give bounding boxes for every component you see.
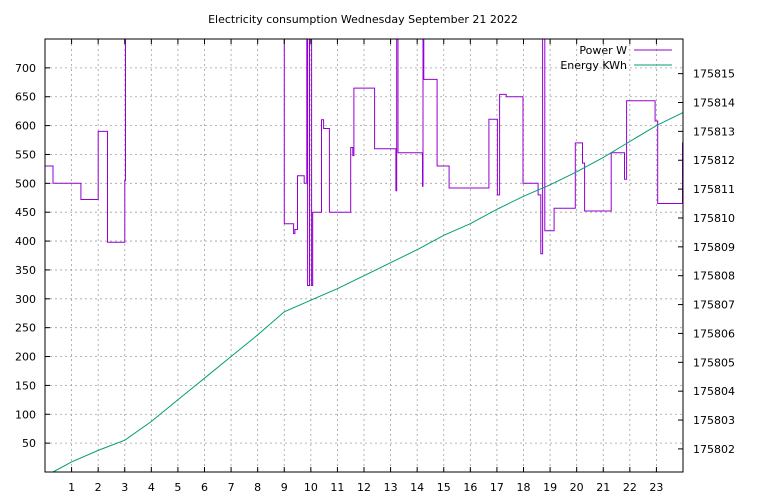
y-tick-label: 250 [15,322,36,335]
y2-tick-label: 175808 [693,270,735,283]
y2-tick-label: 175811 [693,183,735,196]
y2-tick-label: 175807 [693,299,735,312]
y-tick-label: 700 [15,62,36,75]
series-line-2 [52,112,683,472]
y2-tick-label: 175813 [693,125,735,138]
x-tick-label: 10 [304,481,318,494]
x-tick-label: 22 [623,481,637,494]
x-tick-label: 2 [95,481,102,494]
x-tick-label: 14 [410,481,424,494]
x-tick-label: 7 [228,481,235,494]
y2-tick-label: 175814 [693,97,735,110]
x-tick-label: 13 [384,481,398,494]
x-tick-label: 8 [254,481,261,494]
y-tick-label: 150 [15,379,36,392]
y-tick-label: 300 [15,293,36,306]
y-tick-label: 100 [15,408,36,421]
y-tick-label: 400 [15,235,36,248]
x-tick-label: 18 [517,481,531,494]
x-tick-label: 9 [281,481,288,494]
y2-tick-label: 175805 [693,356,735,369]
y2-tick-label: 175804 [693,385,735,398]
x-tick-label: 4 [148,481,155,494]
y-tick-label: 350 [15,264,36,277]
y2-tick-label: 175812 [693,154,735,167]
y2-tick-label: 175810 [693,212,735,225]
x-tick-label: 20 [570,481,584,494]
y2-tick-label: 175802 [693,443,735,456]
x-tick-label: 19 [543,481,557,494]
y2-tick-label: 175803 [693,414,735,427]
legend-label: Power W [579,44,627,57]
x-tick-label: 21 [596,481,610,494]
x-axis: 1 2 3 4 5 6 7 8 9 10 11 12 13 14 15 16 17 18 19 20 21 22 23 [68,39,663,494]
chart-title: Electricity consumption Wednesday Septem… [208,13,518,26]
x-tick-label: 3 [121,481,128,494]
legend-label: Energy KWh [560,59,627,72]
x-tick-label: 1 [68,481,75,494]
series-line-1 [45,39,683,286]
legend: Power W Energy KWh [560,44,672,72]
y2-tick-label: 175806 [693,327,735,340]
y-tick-label: 200 [15,351,36,364]
x-tick-label: 11 [330,481,344,494]
y-tick-label: 500 [15,177,36,190]
plot-area [45,39,683,472]
x-tick-label: 6 [201,481,208,494]
y-tick-label: 600 [15,120,36,133]
x-tick-label: 17 [490,481,504,494]
y-axis-right: 175802 175803 175804 175805 175806 175807 1758… [678,68,735,456]
y-tick-label: 450 [15,206,36,219]
x-tick-label: 5 [174,481,181,494]
x-tick-label: 15 [437,481,451,494]
y-tick-label: 50 [22,437,36,450]
x-tick-label: 16 [463,481,477,494]
y2-tick-label: 175809 [693,241,735,254]
y-tick-label: 650 [15,91,36,104]
grid [45,39,683,472]
y-tick-label: 550 [15,148,36,161]
y2-tick-label: 175815 [693,68,735,81]
x-tick-label: 23 [649,481,663,494]
x-tick-label: 12 [357,481,371,494]
y-axis-left: 50 100 150 200 250 300 350 400 450 500 550 600 650 70… [15,62,50,450]
